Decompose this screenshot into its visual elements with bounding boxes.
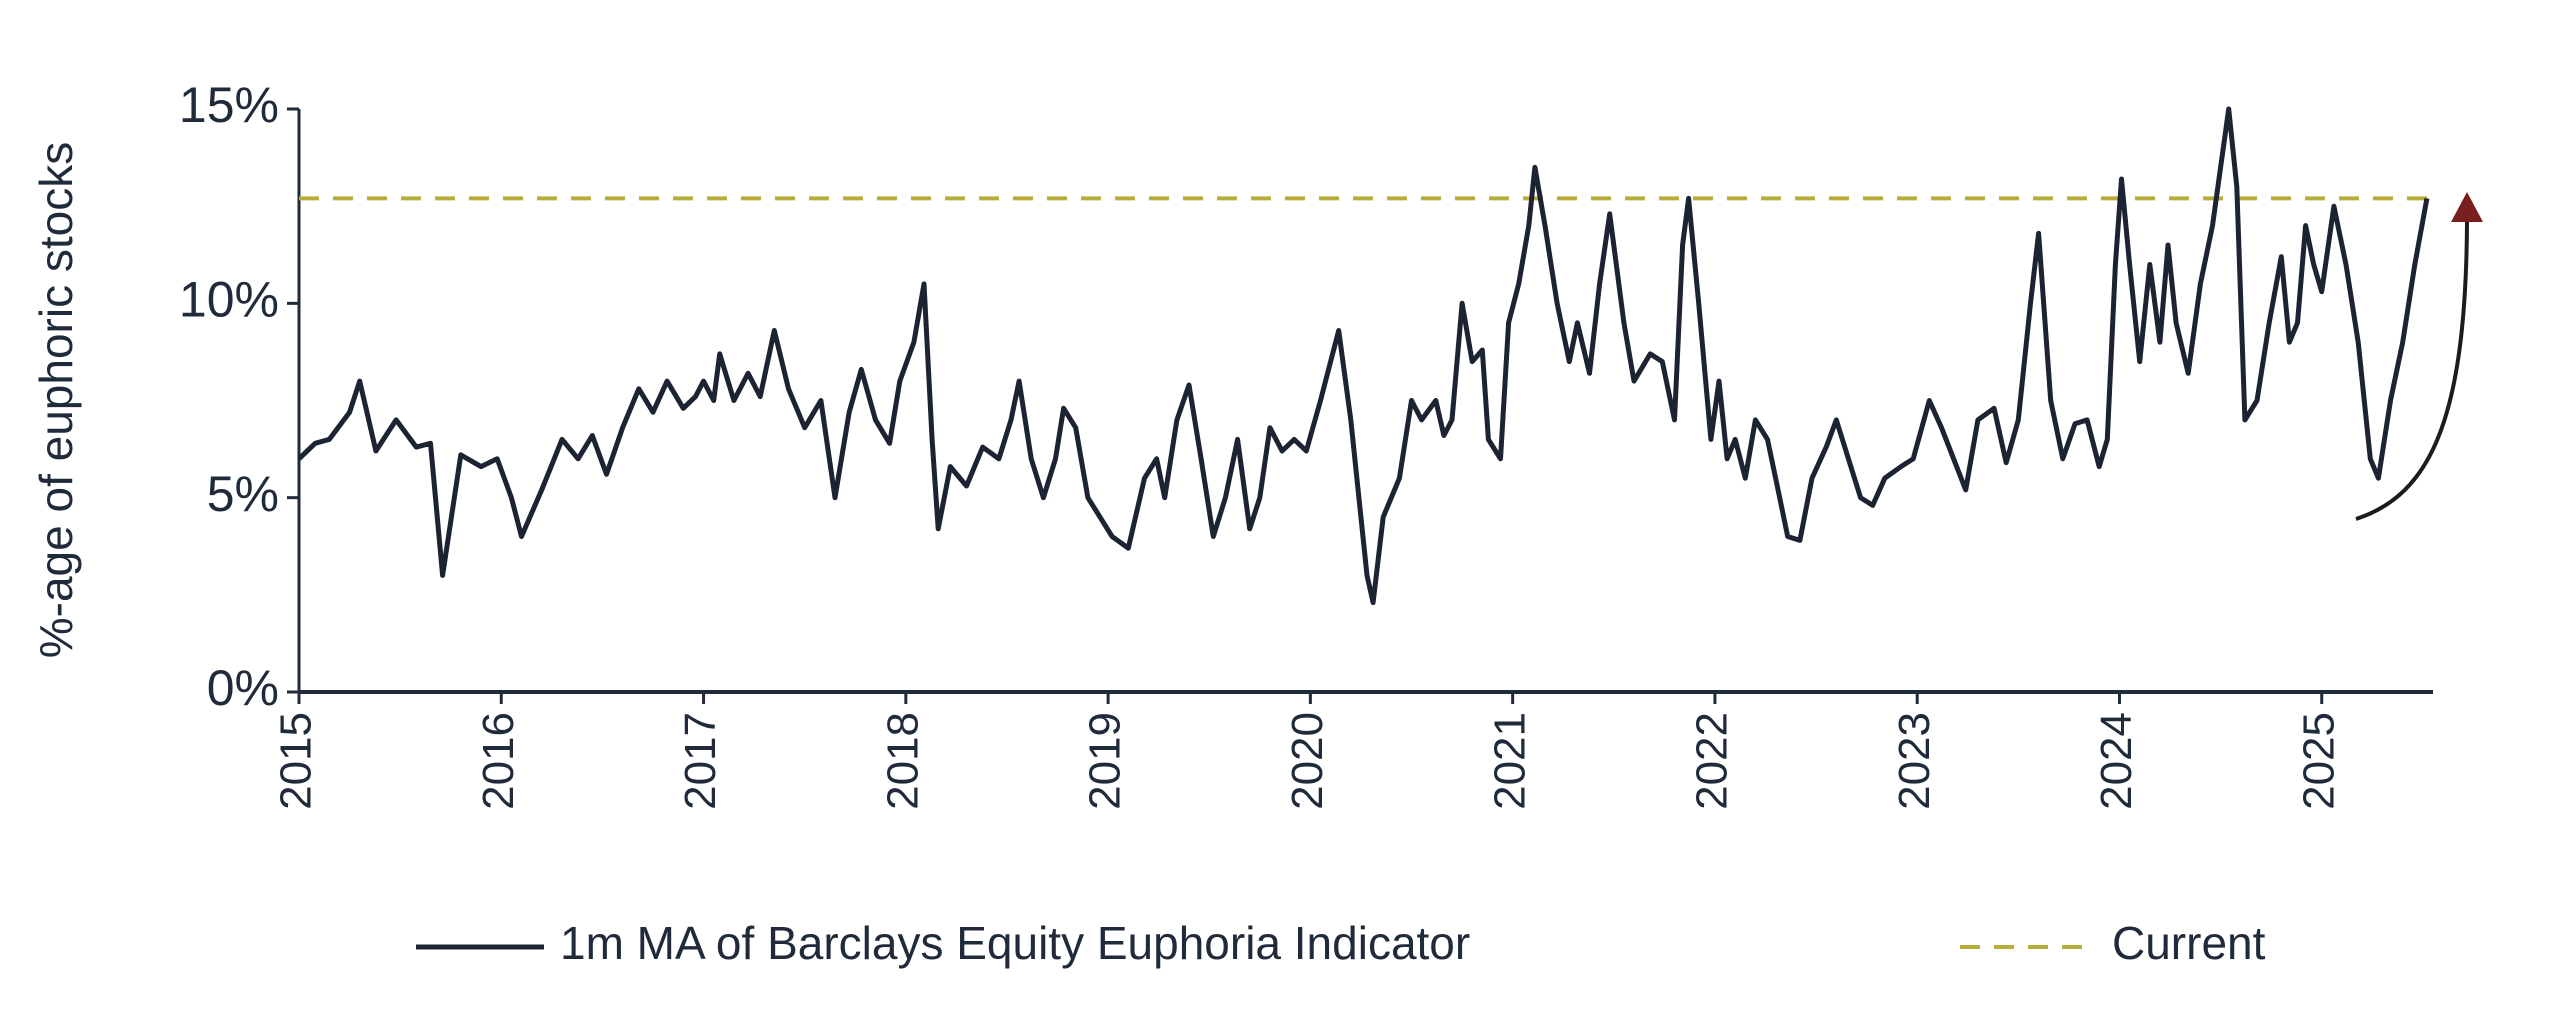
- x-tick-label: 2025: [2294, 712, 2343, 810]
- y-axis-title: %-age of euphoric stocks: [30, 142, 82, 659]
- y-tick-label: 10%: [179, 272, 279, 328]
- legend-label: 1m MA of Barclays Equity Euphoria Indica…: [560, 917, 1470, 969]
- y-tick-label: 15%: [179, 77, 279, 133]
- legend-label: Current: [2112, 917, 2266, 969]
- x-tick-label: 2019: [1081, 712, 1130, 810]
- y-tick-label: 0%: [207, 660, 279, 716]
- x-tick-label: 2024: [2092, 712, 2141, 810]
- annotation-arrow: [2355, 221, 2469, 521]
- x-tick-label: 2023: [1890, 712, 1939, 810]
- x-tick-label: 2018: [878, 712, 927, 810]
- x-tick-label: 2015: [272, 712, 321, 810]
- annotation-arrowhead: [2451, 192, 2483, 222]
- x-tick-label: 2020: [1283, 712, 1332, 810]
- x-tick-label: 2022: [1688, 712, 1737, 810]
- y-tick-label: 5%: [207, 466, 279, 522]
- x-tick-label: 2021: [1485, 712, 1534, 810]
- x-tick-label: 2017: [676, 712, 725, 810]
- x-tick-label: 2016: [474, 712, 523, 810]
- data-line: [297, 106, 2430, 606]
